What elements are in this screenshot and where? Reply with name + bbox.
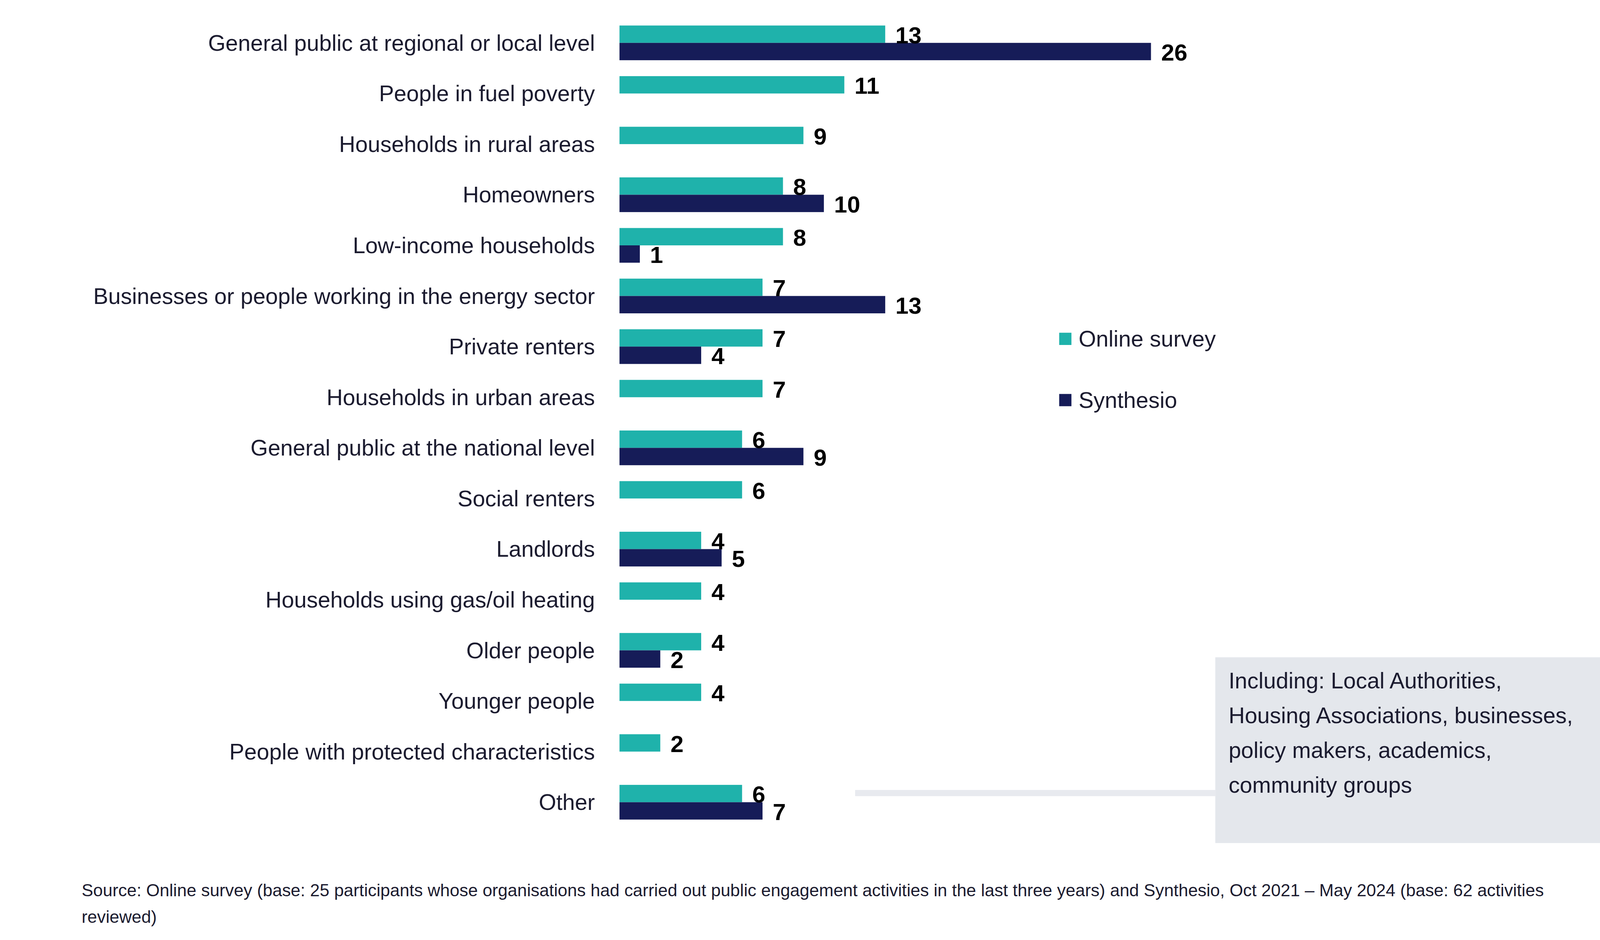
bar [619, 430, 743, 448]
category-label: Younger people [438, 688, 595, 714]
bar [619, 784, 743, 802]
annotation-connector [855, 789, 1216, 797]
text-line: Housing Associations, businesses, [1228, 702, 1574, 728]
legend-label: Synthesio [1078, 387, 1177, 413]
bar [619, 25, 886, 43]
bar [619, 296, 886, 314]
bar [619, 650, 661, 668]
data-label: 2 [670, 730, 684, 758]
chart: General public at regional or local leve… [0, 0, 1600, 940]
texts: General public at regional or local leve… [81, 22, 1600, 927]
bar [619, 379, 763, 397]
text-line: Including: Local Authorities, [1228, 667, 1502, 693]
data-label: 6 [752, 477, 766, 504]
bar [619, 177, 784, 195]
text-line: community groups [1228, 772, 1413, 798]
source: Source: Online survey (base: 25 particip… [81, 880, 1544, 926]
category-label: Social renters [457, 485, 595, 511]
data-label: 4 [711, 680, 725, 707]
bar [619, 126, 804, 144]
category-label: Low-income households [352, 232, 595, 258]
bar [619, 245, 640, 263]
data-label: 9 [813, 123, 827, 150]
data-label: 4 [711, 342, 725, 370]
data-label: 1 [650, 241, 663, 268]
data-label: 6 [752, 781, 766, 808]
data-label: 8 [793, 224, 807, 251]
category-label: Other [538, 789, 595, 815]
category-label: Homeowners [462, 182, 595, 208]
bar [619, 632, 702, 650]
category-label: General public at the national level [250, 435, 595, 461]
category-label: People with protected characteristics [229, 739, 595, 765]
category-label: Older people [466, 637, 595, 663]
data-label: 13 [895, 22, 922, 49]
bar [619, 683, 702, 701]
category-label: General public at regional or local leve… [208, 30, 595, 56]
data-label: 8 [793, 173, 807, 200]
bar [619, 801, 763, 820]
category-label: Landlords [496, 536, 595, 562]
data-label: 7 [772, 798, 786, 825]
bar [619, 447, 804, 465]
bar [619, 548, 722, 567]
legend-swatch [1059, 393, 1072, 406]
category-label: Private renters [448, 333, 595, 359]
category-label: Households in rural areas [339, 131, 595, 157]
data-label: 7 [772, 275, 786, 302]
bar [619, 329, 763, 347]
bar [619, 278, 763, 296]
bar [619, 76, 845, 94]
category-label: People in fuel poverty [378, 80, 595, 106]
bar [619, 582, 702, 600]
text-line: Source: Online survey (base: 25 particip… [81, 880, 1544, 900]
legend-swatch [1059, 332, 1072, 345]
data-label: 10 [833, 191, 861, 218]
data-label: 11 [854, 72, 880, 99]
data-label: 7 [772, 376, 786, 403]
bars [619, 25, 1152, 820]
bar [619, 733, 661, 752]
data-label: 26 [1161, 39, 1188, 66]
data-label: 2 [670, 646, 684, 674]
category-label: Businesses or people working in the ener… [93, 283, 595, 309]
bar [619, 228, 784, 246]
bar [619, 480, 743, 499]
data-label: 4 [711, 528, 725, 555]
category-label: Households using gas/oil heating [265, 587, 595, 613]
data-label: 4 [711, 578, 725, 606]
data-label: 7 [772, 325, 786, 352]
text-line: policy makers, academics, [1228, 737, 1492, 763]
annotation-box [1215, 657, 1600, 843]
data-label: 5 [732, 545, 745, 572]
bar [619, 42, 1152, 61]
annotation: Including: Local Authorities, Housing Ass… [1228, 667, 1574, 797]
category-label: Households in urban areas [326, 384, 595, 410]
text-line: reviewed) [81, 906, 157, 926]
data-label: 4 [711, 629, 725, 656]
bar [619, 346, 702, 364]
data-label: 9 [813, 444, 827, 471]
data-label: 6 [752, 426, 766, 454]
legend-label: Online survey [1078, 326, 1217, 352]
bar [619, 531, 702, 549]
data-label: 13 [895, 292, 922, 319]
